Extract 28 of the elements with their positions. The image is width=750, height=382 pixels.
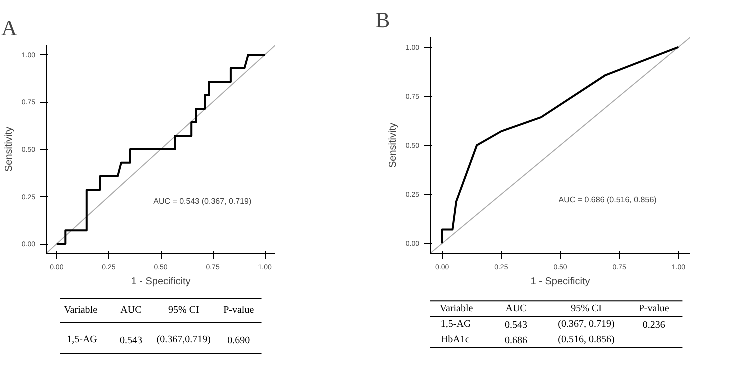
text: Variable: [64, 305, 98, 316]
text: 1,5-AG: [67, 334, 98, 346]
text: 0.236: [642, 320, 666, 332]
text: AUC: [120, 305, 142, 316]
text: (0.367, 0.719): [558, 319, 615, 330]
text: HbA1c: [440, 334, 470, 346]
annotation: AUC = 0.686 (0.516, 0.856): [558, 195, 658, 204]
annotation: AUC = 0.543 (0.367, 0.719): [154, 197, 252, 206]
text: 1,5-AG: [440, 319, 472, 330]
y-axis-title: Sensitivity: [388, 122, 399, 168]
text: 0.543: [120, 336, 142, 347]
chart-title: A: [2, 16, 18, 40]
text: (0.516, 0.856): [558, 334, 615, 346]
y-axis-title: Sensitivity: [4, 126, 15, 172]
text: P-value: [224, 305, 255, 316]
text: Variable: [440, 303, 474, 314]
text: P-value: [638, 303, 670, 314]
text: 95% CI: [571, 303, 602, 314]
x-axis-title: 1 - Specificity: [131, 276, 191, 288]
text: 0.686: [505, 336, 528, 347]
chart-title: B: [376, 8, 390, 32]
line-series: [441, 46, 680, 245]
text: 95% CI: [168, 305, 200, 316]
text: AUC: [506, 303, 528, 314]
text: 0.543: [505, 320, 528, 332]
text: (0.367,0.719): [156, 334, 211, 346]
x-axis-title: 1 - Specificity: [530, 276, 590, 288]
text: 0.690: [228, 336, 250, 347]
